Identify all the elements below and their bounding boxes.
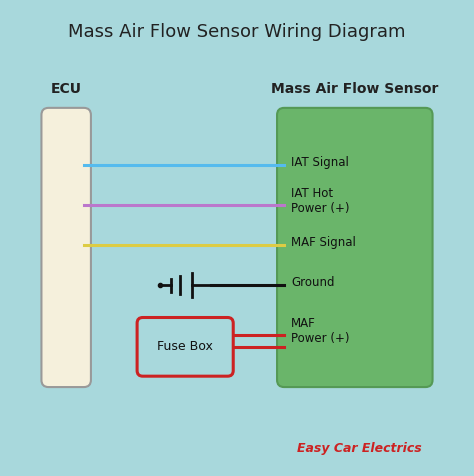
FancyBboxPatch shape: [277, 108, 433, 387]
Text: Ground: Ground: [291, 277, 335, 289]
Text: Mass Air Flow Sensor: Mass Air Flow Sensor: [271, 82, 438, 96]
Text: ECU: ECU: [51, 82, 82, 96]
FancyBboxPatch shape: [137, 317, 233, 376]
Text: MAF
Power (+): MAF Power (+): [291, 317, 350, 345]
Text: Mass Air Flow Sensor Wiring Diagram: Mass Air Flow Sensor Wiring Diagram: [68, 23, 406, 41]
Text: Easy Car Electrics: Easy Car Electrics: [297, 442, 422, 455]
Text: MAF Signal: MAF Signal: [291, 236, 356, 249]
FancyBboxPatch shape: [41, 108, 91, 387]
Text: Fuse Box: Fuse Box: [157, 340, 213, 353]
Text: IAT Signal: IAT Signal: [291, 156, 349, 169]
Text: IAT Hot
Power (+): IAT Hot Power (+): [291, 187, 350, 215]
